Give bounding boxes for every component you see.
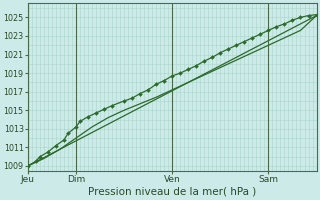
X-axis label: Pression niveau de la mer( hPa ): Pression niveau de la mer( hPa ): [88, 187, 256, 197]
